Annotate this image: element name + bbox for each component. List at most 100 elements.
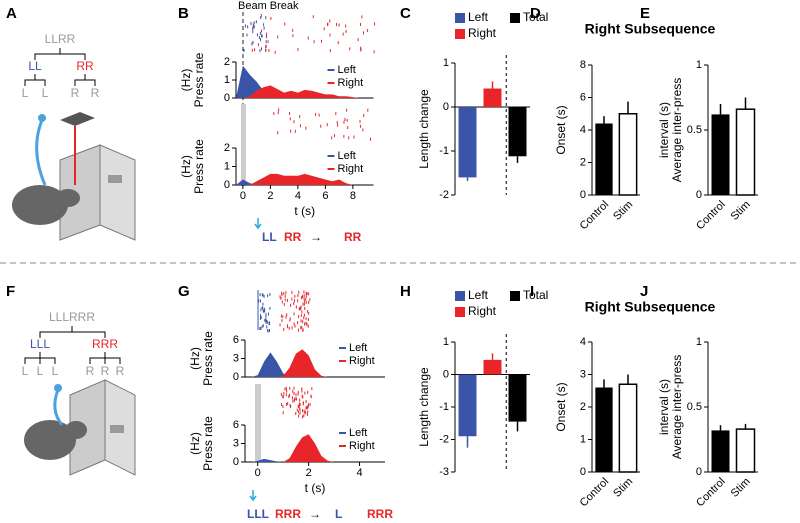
y-tick-label: 4 — [580, 124, 586, 136]
tree-branch — [24, 352, 56, 364]
tree-leaf: R — [116, 364, 125, 378]
legend-swatch — [455, 29, 465, 39]
y-tick-label: 0 — [443, 101, 449, 113]
y-tick-label: 0.5 — [687, 124, 702, 136]
tree-branch — [34, 48, 86, 60]
x-tick-label: Control — [694, 476, 728, 510]
y-tick-label: 1 — [580, 433, 586, 445]
x-tick-label: Stim — [611, 476, 635, 500]
x-tick-label: Stim — [729, 199, 753, 223]
sequence-token: RR — [284, 230, 302, 244]
y-axis-label: (Hz) — [188, 347, 202, 370]
panel-label: D — [530, 5, 541, 22]
tree-leaf: R — [91, 86, 100, 100]
tree-leaf: L — [22, 364, 29, 378]
sequence-token: LL — [262, 230, 277, 244]
y-tick-label: 3 — [233, 437, 239, 449]
y-tick-label: 3 — [233, 352, 239, 364]
y-tick-label: 1 — [443, 57, 449, 69]
area — [245, 458, 335, 462]
legend-swatch — [510, 291, 520, 301]
panel-label: F — [6, 283, 15, 300]
y-tick-label: 0 — [696, 466, 702, 478]
bar — [595, 387, 613, 472]
y-axis-label: Onset (s) — [554, 105, 568, 154]
y-tick-label: 1 — [224, 74, 230, 86]
y-axis-label: (Hz) — [179, 69, 193, 92]
x-tick-label: 2 — [267, 190, 273, 202]
area — [236, 85, 367, 98]
tree-leaf: L — [42, 86, 49, 100]
sequence-token: → — [309, 507, 321, 521]
y-axis-label: Onset (s) — [554, 382, 568, 431]
panel-label: C — [400, 5, 411, 22]
bar — [595, 123, 613, 195]
area — [236, 173, 367, 185]
x-tick-label: 2 — [306, 467, 312, 479]
y-tick-label: -1 — [439, 401, 449, 413]
legend-label: Right — [468, 26, 497, 40]
beam-break-label: Beam Break — [238, 0, 299, 12]
y-axis-label: interval (s) — [657, 102, 671, 158]
y-axis-label: (Hz) — [188, 432, 202, 455]
bar — [508, 107, 527, 157]
y-tick-label: 2 — [580, 156, 586, 168]
x-tick-label: 4 — [356, 467, 362, 479]
y-tick-label: 0 — [224, 179, 230, 191]
y-axis-label: Average inter-press — [670, 78, 684, 183]
stim-band — [255, 384, 261, 462]
tree-root: LLRR — [45, 32, 76, 46]
sequence-token: LLL — [247, 507, 269, 521]
y-tick-label: 2 — [224, 56, 230, 68]
legend-label: Left — [338, 150, 356, 162]
bar — [735, 428, 756, 473]
legend-label: Right — [338, 77, 364, 89]
y-tick-label: 1 — [696, 59, 702, 71]
bar — [618, 383, 638, 473]
tree-group: LL — [28, 59, 42, 73]
y-axis-label: Press rate — [192, 52, 206, 107]
legend-swatch — [510, 13, 520, 23]
area — [236, 179, 367, 185]
panel-label: E — [640, 5, 650, 22]
legend-label: Left — [349, 427, 367, 439]
y-tick-label: 3 — [580, 368, 586, 380]
bar — [458, 374, 477, 437]
y-tick-label: 8 — [580, 59, 586, 71]
legend-label: Left — [338, 64, 356, 76]
stim-arrow — [254, 218, 262, 230]
legend-label: Left — [468, 10, 489, 24]
y-tick-label: 0 — [443, 368, 449, 380]
panel-label: A — [6, 5, 17, 22]
y-tick-label: 0 — [224, 92, 230, 104]
y-tick-label: 4 — [580, 336, 586, 348]
panel-label: I — [530, 283, 534, 300]
bar — [618, 113, 638, 196]
legend-label: Total — [523, 288, 548, 302]
x-axis-label: t (s) — [294, 204, 315, 218]
area — [245, 349, 335, 377]
y-tick-label: 1 — [696, 336, 702, 348]
x-tick-label: Stim — [611, 199, 635, 223]
x-tick-label: 6 — [322, 190, 328, 202]
y-axis-label: Press rate — [201, 331, 215, 386]
y-axis-label: Length change — [417, 89, 431, 169]
tree-group: RR — [76, 59, 94, 73]
y-axis-label: Press rate — [192, 139, 206, 194]
tree-leaf: R — [71, 86, 80, 100]
sequence-token: RR — [344, 230, 362, 244]
y-axis-label: Press rate — [201, 416, 215, 471]
bar — [483, 359, 502, 375]
legend-label: Right — [468, 304, 497, 318]
y-axis-label: Length change — [417, 367, 431, 447]
sequence-token: RRR — [367, 507, 393, 521]
x-tick-label: 0 — [255, 467, 261, 479]
y-tick-label: -2 — [439, 189, 449, 201]
x-axis-label: t (s) — [305, 481, 326, 495]
tree-leaf: R — [101, 364, 110, 378]
legend-label: Left — [468, 288, 489, 302]
x-tick-label: Control — [694, 199, 728, 233]
sequence-token: L — [335, 507, 342, 521]
tree-leaf: L — [37, 364, 44, 378]
